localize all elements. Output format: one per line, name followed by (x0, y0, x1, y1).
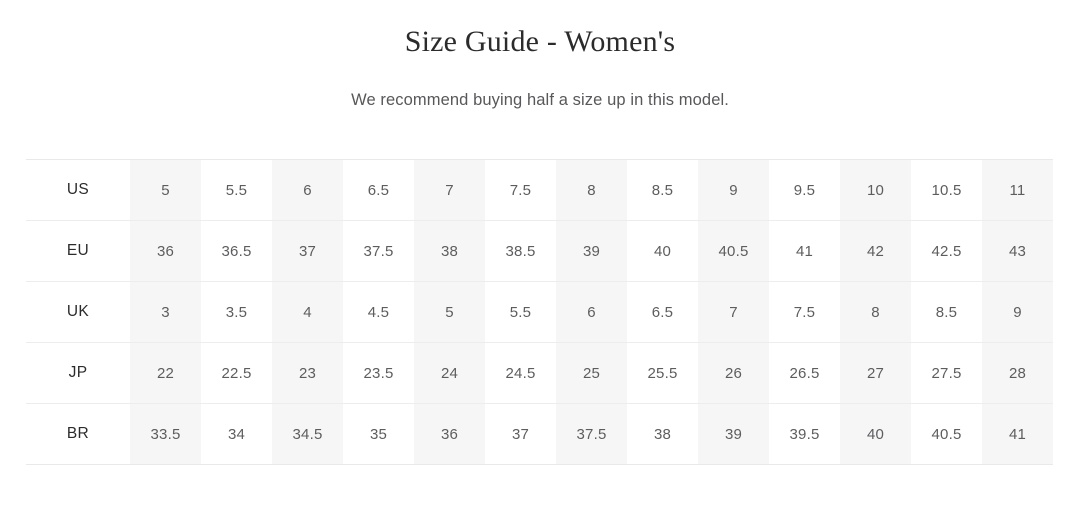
size-chart-container: US 5 5.5 6 6.5 7 7.5 8 8.5 9 9.5 10 10.5 11 EU 36 36.5 37… (26, 159, 1053, 465)
table-row: BR 33.5 34 34.5 35 36 37 37.5 38 39 39.5 40 40.5 41 (26, 403, 1053, 465)
size-cell: 26 (698, 342, 769, 404)
size-cell: 36 (414, 403, 485, 465)
size-cell: 8 (556, 159, 627, 221)
size-cell: 35 (343, 403, 414, 465)
page-subtitle: We recommend buying half a size up in th… (351, 91, 729, 109)
size-cell: 34 (201, 403, 272, 465)
size-cell: 4 (272, 281, 343, 343)
size-cell: 4.5 (343, 281, 414, 343)
size-cell: 41 (982, 403, 1053, 465)
size-cell: 10 (840, 159, 911, 221)
size-cell: 8.5 (627, 159, 698, 221)
size-cell: 8.5 (911, 281, 982, 343)
size-cell: 40.5 (911, 403, 982, 465)
size-cell: 11 (982, 159, 1053, 221)
size-cell: 34.5 (272, 403, 343, 465)
size-cell: 23 (272, 342, 343, 404)
size-cell: 7.5 (485, 159, 556, 221)
size-cell: 27 (840, 342, 911, 404)
row-label-us: US (26, 159, 130, 221)
size-cell: 3 (130, 281, 201, 343)
size-cell: 36.5 (201, 220, 272, 282)
size-cell: 27.5 (911, 342, 982, 404)
size-chart-body: US 5 5.5 6 6.5 7 7.5 8 8.5 9 9.5 10 10.5 11 EU 36 36.5 37… (26, 159, 1053, 465)
size-cell: 37.5 (556, 403, 627, 465)
size-cell: 40.5 (698, 220, 769, 282)
size-cell: 28 (982, 342, 1053, 404)
size-cell: 42.5 (911, 220, 982, 282)
size-cell: 37 (272, 220, 343, 282)
size-cell: 6 (556, 281, 627, 343)
size-cell: 42 (840, 220, 911, 282)
size-cell: 26.5 (769, 342, 840, 404)
size-cell: 6.5 (343, 159, 414, 221)
row-label-uk: UK (26, 281, 130, 343)
size-cell: 23.5 (343, 342, 414, 404)
size-cell: 9 (982, 281, 1053, 343)
size-cell: 40 (840, 403, 911, 465)
table-row: US 5 5.5 6 6.5 7 7.5 8 8.5 9 9.5 10 10.5 11 (26, 159, 1053, 221)
size-cell: 39.5 (769, 403, 840, 465)
size-cell: 6 (272, 159, 343, 221)
size-cell: 5.5 (485, 281, 556, 343)
row-label-br: BR (26, 403, 130, 465)
size-cell: 7.5 (769, 281, 840, 343)
table-row: EU 36 36.5 37 37.5 38 38.5 39 40 40.5 41 42 42.5 43 (26, 220, 1053, 282)
size-cell: 25 (556, 342, 627, 404)
size-cell: 7 (698, 281, 769, 343)
table-row: UK 3 3.5 4 4.5 5 5.5 6 6.5 7 7.5 8 8.5 9 (26, 281, 1053, 343)
size-cell: 8 (840, 281, 911, 343)
row-label-eu: EU (26, 220, 130, 282)
size-cell: 22 (130, 342, 201, 404)
table-row: JP 22 22.5 23 23.5 24 24.5 25 25.5 26 26.5 27 27.5 28 (26, 342, 1053, 404)
size-cell: 24.5 (485, 342, 556, 404)
size-cell: 9.5 (769, 159, 840, 221)
page-title: Size Guide - Women's (404, 25, 676, 58)
size-cell: 43 (982, 220, 1053, 282)
size-cell: 6.5 (627, 281, 698, 343)
size-chart-table: US 5 5.5 6 6.5 7 7.5 8 8.5 9 9.5 10 10.5 11 EU 36 36.5 37… (26, 159, 1053, 465)
size-cell: 10.5 (911, 159, 982, 221)
size-cell: 5 (414, 281, 485, 343)
size-cell: 25.5 (627, 342, 698, 404)
size-cell: 38 (627, 403, 698, 465)
size-cell: 5 (130, 159, 201, 221)
size-cell: 38 (414, 220, 485, 282)
page-header: Size Guide - Women's We recommend buying… (0, 0, 1080, 112)
size-cell: 33.5 (130, 403, 201, 465)
size-cell: 41 (769, 220, 840, 282)
size-cell: 37.5 (343, 220, 414, 282)
size-cell: 39 (698, 403, 769, 465)
size-cell: 9 (698, 159, 769, 221)
size-cell: 38.5 (485, 220, 556, 282)
size-cell: 5.5 (201, 159, 272, 221)
size-cell: 3.5 (201, 281, 272, 343)
size-cell: 7 (414, 159, 485, 221)
size-cell: 39 (556, 220, 627, 282)
size-cell: 22.5 (201, 342, 272, 404)
size-cell: 36 (130, 220, 201, 282)
size-cell: 24 (414, 342, 485, 404)
size-cell: 37 (485, 403, 556, 465)
row-label-jp: JP (26, 342, 130, 404)
size-cell: 40 (627, 220, 698, 282)
